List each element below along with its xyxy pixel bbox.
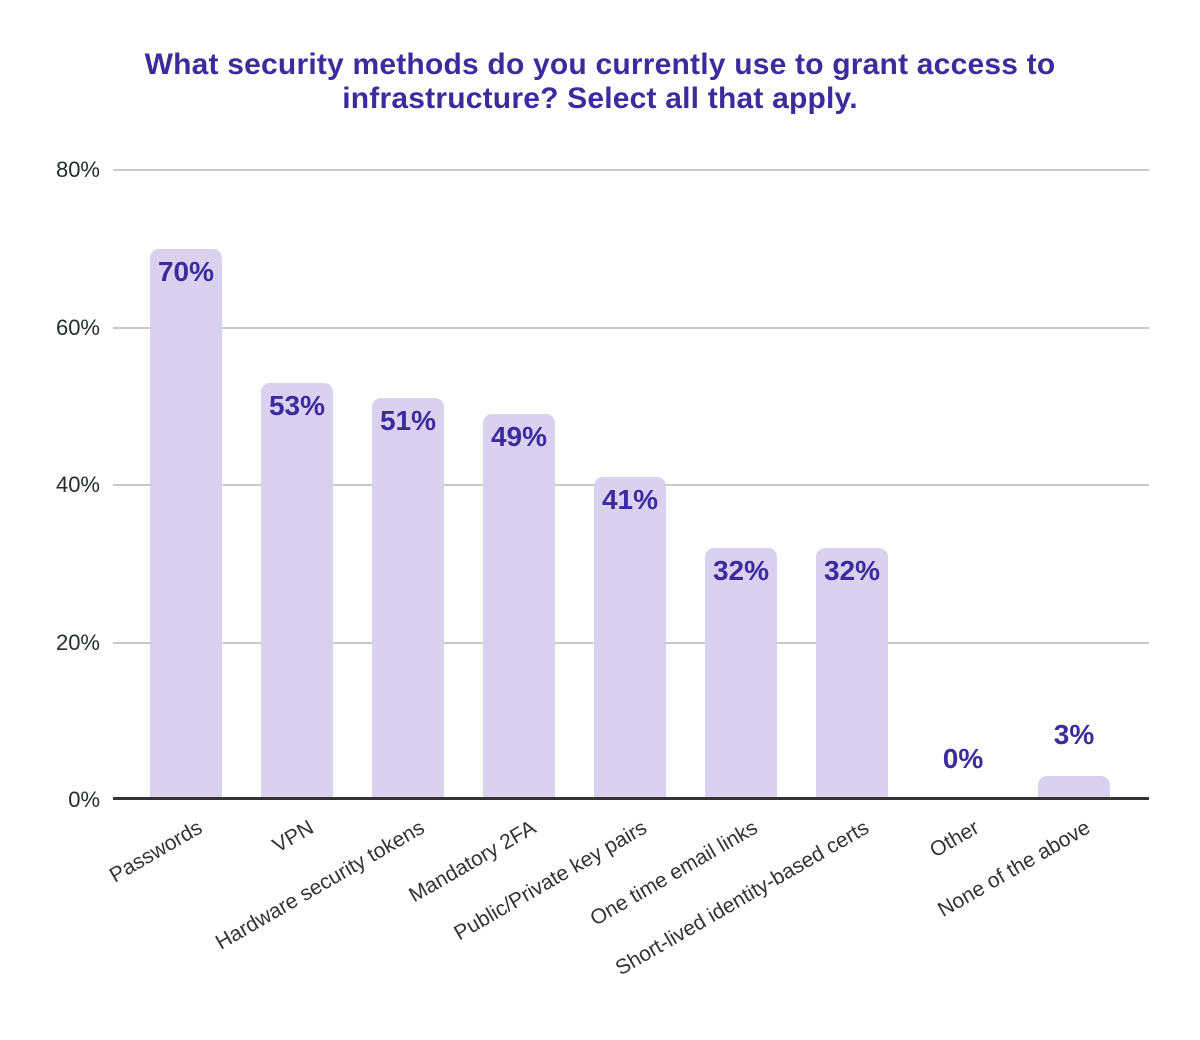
bar-value-label: 53%: [268, 389, 326, 421]
plot-area: 70% 53% 51% 49% 41% 32% 32% 0% 3%: [113, 169, 1149, 800]
bar-mandatory-2fa: [483, 414, 555, 800]
bar-hardware-security-tokens: [372, 398, 444, 800]
bar-value-label: 32%: [712, 555, 770, 586]
y-tick-label: 20%: [55, 629, 100, 655]
bar-value-label: 0%: [942, 743, 984, 774]
bar-value-label: 32%: [823, 555, 881, 586]
gridline: [113, 169, 1149, 171]
y-tick-label: 0%: [68, 787, 100, 812]
bar-public-private-key-pairs: [594, 477, 666, 800]
bar-value-label: 70%: [157, 255, 215, 287]
bar-vpn: [261, 382, 333, 800]
bar-value-label: 49%: [490, 421, 548, 453]
bar-one-time-email-links: [705, 548, 777, 800]
y-tick-label: 60%: [55, 314, 100, 340]
bar-none-of-the-above: [1038, 776, 1110, 800]
x-tick-label: Other: [926, 816, 984, 863]
x-tick-label: Public/Private key pairs: [449, 816, 651, 946]
x-axis-line: [113, 797, 1149, 800]
bar-value-label: 3%: [1053, 719, 1095, 751]
bar-value-label: 41%: [601, 484, 659, 516]
x-tick-label: VPN: [268, 816, 318, 858]
gridline: [113, 326, 1149, 329]
bar-value-label: 51%: [379, 405, 437, 437]
x-tick-label: Hardware security tokens: [211, 816, 429, 955]
y-tick-label: 40%: [55, 472, 100, 497]
bar-short-lived-identity-based-certs: [816, 548, 888, 800]
bar-passwords: [150, 248, 222, 800]
chart-title: What security methods do you currently u…: [144, 48, 1056, 115]
x-tick-label: Passwords: [106, 816, 207, 888]
y-tick-label: 80%: [55, 157, 100, 182]
